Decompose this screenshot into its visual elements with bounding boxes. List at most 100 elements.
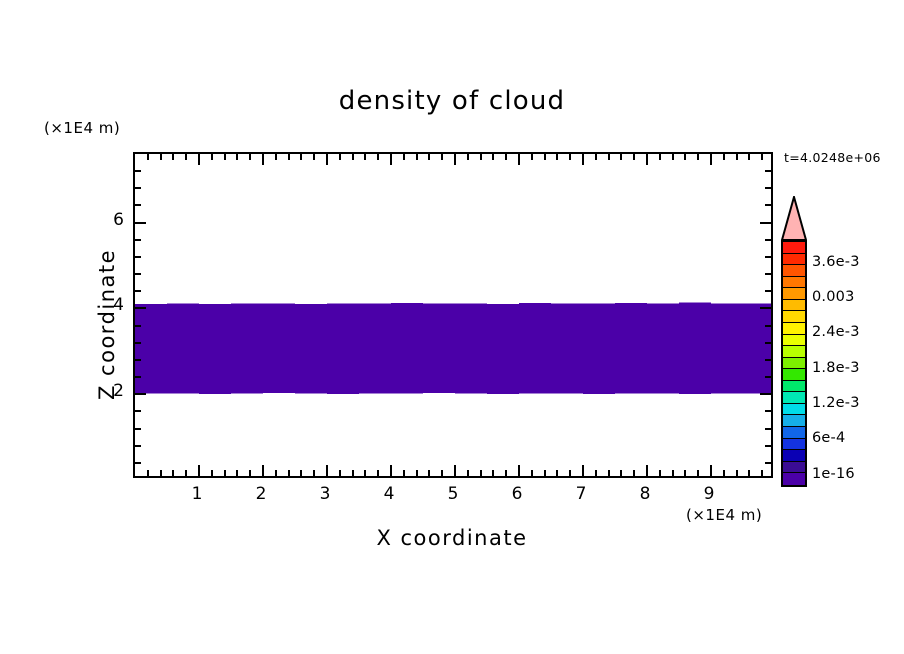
axis-tick bbox=[223, 470, 226, 476]
axis-tick bbox=[377, 154, 380, 160]
axis-tick bbox=[518, 154, 520, 165]
axis-tick bbox=[765, 461, 771, 464]
axis-tick bbox=[390, 154, 392, 165]
axis-tick bbox=[620, 470, 623, 476]
axis-tick bbox=[326, 465, 328, 476]
axis-tick bbox=[620, 154, 623, 160]
axis-tick bbox=[518, 465, 520, 476]
axis-tick bbox=[505, 154, 508, 160]
axis-tick bbox=[135, 393, 146, 396]
x-tick-label: 6 bbox=[511, 484, 523, 504]
axis-tick bbox=[582, 154, 584, 165]
axis-tick bbox=[135, 376, 141, 379]
axis-tick bbox=[607, 154, 610, 160]
y-tick-label: 2 bbox=[113, 381, 124, 402]
axis-tick bbox=[135, 307, 146, 310]
axis-tick bbox=[765, 444, 771, 447]
axis-tick bbox=[492, 154, 495, 160]
colorbar-band bbox=[783, 369, 805, 381]
axis-tick bbox=[607, 470, 610, 476]
axis-tick bbox=[543, 470, 546, 476]
axis-tick bbox=[697, 154, 700, 160]
axis-tick bbox=[710, 465, 712, 476]
axis-tick bbox=[135, 358, 141, 361]
axis-tick bbox=[765, 273, 771, 276]
axis-tick bbox=[671, 154, 674, 160]
axis-tick bbox=[765, 187, 771, 190]
axis-tick bbox=[760, 307, 771, 310]
x-tick-label: 8 bbox=[639, 484, 651, 504]
axis-tick bbox=[697, 470, 700, 476]
axis-tick bbox=[236, 470, 239, 476]
axis-tick bbox=[582, 465, 584, 476]
y-tick-label: 4 bbox=[113, 295, 124, 316]
axis-tick bbox=[722, 470, 725, 476]
axis-tick bbox=[300, 154, 303, 160]
colorbar-band bbox=[783, 276, 805, 289]
colorbar-band bbox=[783, 450, 805, 462]
cloud-layer-region bbox=[135, 302, 771, 394]
axis-tick bbox=[135, 444, 141, 447]
colorbar-band bbox=[783, 438, 805, 451]
axis-tick bbox=[479, 470, 482, 476]
axis-tick bbox=[135, 324, 141, 327]
axis-tick bbox=[402, 154, 405, 160]
axis-tick bbox=[236, 154, 239, 160]
axis-tick bbox=[765, 255, 771, 258]
colorbar-tick-label: 3.6e-3 bbox=[812, 253, 860, 270]
y-tick-label: 6 bbox=[113, 209, 124, 230]
colorbar-tick-label: 6e-4 bbox=[812, 430, 846, 447]
axis-tick bbox=[287, 470, 290, 476]
axis-tick bbox=[748, 470, 751, 476]
axis-tick bbox=[274, 154, 277, 160]
axis-tick bbox=[135, 204, 141, 207]
plot-contents bbox=[135, 154, 771, 476]
axis-tick bbox=[415, 154, 418, 160]
axis-tick bbox=[594, 470, 597, 476]
axis-tick bbox=[428, 154, 431, 160]
axis-tick bbox=[172, 470, 175, 476]
axis-tick bbox=[313, 470, 316, 476]
colorbar-band bbox=[783, 265, 805, 277]
colorbar-band bbox=[783, 322, 805, 335]
axis-tick bbox=[569, 470, 572, 476]
colorbar-band bbox=[783, 253, 805, 266]
y-axis-unit-label: (×1E4 m) bbox=[44, 119, 121, 137]
y-axis-title: Z coordinate bbox=[95, 248, 119, 400]
axis-tick bbox=[765, 358, 771, 361]
x-tick-label: 1 bbox=[191, 484, 203, 504]
axis-tick bbox=[748, 154, 751, 160]
axis-tick bbox=[765, 324, 771, 327]
axis-tick bbox=[765, 238, 771, 241]
chart-title: density of cloud bbox=[338, 86, 566, 116]
axis-tick bbox=[135, 461, 141, 464]
axis-tick bbox=[415, 470, 418, 476]
colorbar-band bbox=[783, 334, 805, 347]
axis-tick bbox=[300, 470, 303, 476]
axis-tick bbox=[505, 470, 508, 476]
axis-tick bbox=[249, 470, 252, 476]
axis-tick bbox=[646, 465, 648, 476]
axis-tick bbox=[146, 154, 149, 160]
axis-tick bbox=[135, 290, 141, 293]
axis-tick bbox=[594, 154, 597, 160]
colorbar-band bbox=[783, 242, 805, 254]
axis-tick bbox=[338, 154, 341, 160]
axis-tick bbox=[466, 154, 469, 160]
x-tick-label: 2 bbox=[255, 484, 267, 504]
axis-tick bbox=[287, 154, 290, 160]
colorbar-band bbox=[783, 461, 805, 474]
x-tick-label: 7 bbox=[575, 484, 587, 504]
axis-tick bbox=[454, 154, 456, 165]
colorbar-band bbox=[783, 427, 805, 439]
colorbar-over-arrow-icon bbox=[781, 196, 807, 241]
timestamp-annotation: t=4.0248e+06 bbox=[784, 150, 881, 165]
axis-tick bbox=[543, 154, 546, 160]
axis-tick bbox=[556, 470, 559, 476]
axis-tick bbox=[262, 154, 264, 165]
axis-tick bbox=[159, 470, 162, 476]
axis-tick bbox=[135, 187, 141, 190]
colorbar-band bbox=[783, 380, 805, 393]
axis-tick bbox=[172, 154, 175, 160]
